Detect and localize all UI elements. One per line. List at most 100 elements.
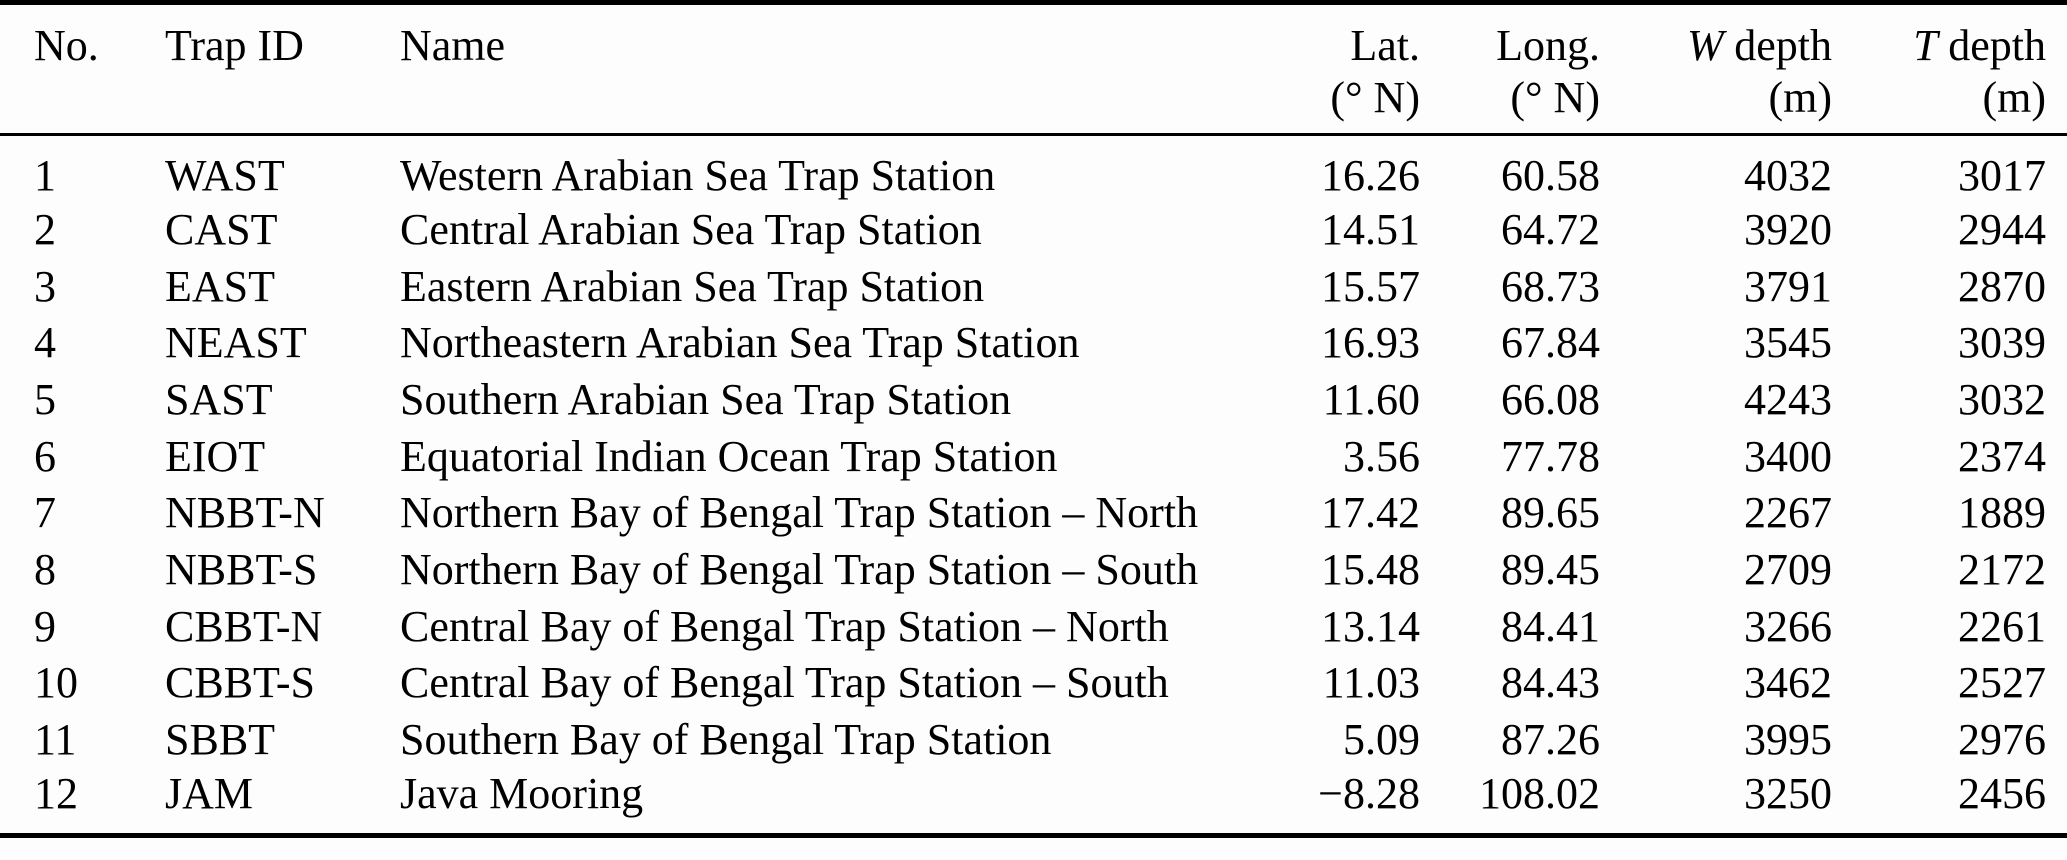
cell-long: 68.73 — [1501, 261, 1600, 311]
cell-no: 7 — [34, 488, 56, 538]
cell-t-depth: 3032 — [1958, 374, 2046, 424]
cell-lat: 13.14 — [1321, 601, 1420, 651]
cell-no: 12 — [34, 768, 78, 818]
cell-no: 2 — [34, 204, 56, 254]
cell-w-depth: 3266 — [1744, 601, 1832, 651]
cell-no: 11 — [34, 715, 77, 765]
cell-w-depth: 3400 — [1744, 431, 1832, 481]
cell-name: Northeastern Arabian Sea Trap Station — [400, 318, 1080, 368]
cell-lat: 11.03 — [1322, 658, 1420, 708]
cell-long: 89.45 — [1501, 544, 1600, 594]
header-row: No. Trap ID Name Lat. (° N) Long. (° N) — [0, 2, 2067, 136]
cell-name: Central Bay of Bengal Trap Station – Nor… — [400, 601, 1169, 651]
col-header-t-depth-unit: (m) — [1982, 73, 2046, 122]
cell-no: 4 — [34, 318, 56, 368]
cell-w-depth: 3545 — [1744, 318, 1832, 368]
cell-lat: 16.26 — [1321, 151, 1420, 200]
cell-t-depth: 2261 — [1958, 601, 2046, 651]
cell-name: Southern Arabian Sea Trap Station — [400, 374, 1012, 424]
cell-no: 1 — [34, 151, 56, 200]
cell-lat: 11.60 — [1322, 374, 1420, 424]
col-header-no: No. — [0, 2, 165, 136]
cell-name: Central Arabian Sea Trap Station — [400, 204, 982, 254]
table-row: 2 CAST Central Arabian Sea Trap Station … — [0, 201, 2067, 258]
col-header-trap-id: Trap ID — [165, 2, 400, 136]
cell-long: 77.78 — [1501, 431, 1600, 481]
cell-long: 108.02 — [1479, 768, 1600, 818]
cell-t-depth: 3039 — [1958, 318, 2046, 368]
cell-w-depth: 2709 — [1744, 544, 1832, 594]
table-row: 12 JAM Java Mooring −8.28 108.02 3250 24… — [0, 768, 2067, 836]
cell-w-depth: 3250 — [1744, 768, 1832, 818]
cell-long: 89.65 — [1501, 488, 1600, 538]
cell-name: Equatorial Indian Ocean Trap Station — [400, 431, 1058, 481]
table-row: 8 NBBT-S Northern Bay of Bengal Trap Sta… — [0, 541, 2067, 598]
cell-lat: 17.42 — [1321, 488, 1420, 538]
col-header-lat-label: Lat. — [1350, 21, 1420, 70]
cell-lat: 14.51 — [1321, 204, 1420, 254]
cell-trap-id: CAST — [165, 204, 278, 254]
cell-name: Northern Bay of Bengal Trap Station – No… — [400, 488, 1199, 538]
col-header-trap-id-label: Trap ID — [165, 21, 304, 70]
table-row: 10 CBBT-S Central Bay of Bengal Trap Sta… — [0, 655, 2067, 712]
cell-name: Central Bay of Bengal Trap Station – Sou… — [400, 658, 1169, 708]
cell-w-depth: 3995 — [1744, 715, 1832, 765]
cell-trap-id: NBBT-N — [165, 488, 325, 538]
cell-long: 60.58 — [1501, 151, 1600, 200]
cell-name: Eastern Arabian Sea Trap Station — [400, 261, 985, 311]
cell-long: 64.72 — [1501, 204, 1600, 254]
cell-trap-id: SAST — [165, 374, 273, 424]
t-depth-word: depth — [1948, 21, 2046, 70]
col-header-long-label: Long. — [1496, 21, 1600, 70]
cell-no: 6 — [34, 431, 56, 481]
cell-trap-id: EAST — [165, 261, 275, 311]
cell-t-depth: 2870 — [1958, 261, 2046, 311]
cell-lat: −8.28 — [1318, 768, 1420, 818]
cell-w-depth: 4243 — [1744, 374, 1832, 424]
table-row: 1 WAST Western Arabian Sea Trap Station … — [0, 135, 2067, 202]
w-depth-word: depth — [1734, 21, 1832, 70]
cell-lat: 16.93 — [1321, 318, 1420, 368]
cell-trap-id: CBBT-N — [165, 601, 323, 651]
table-row: 6 EIOT Equatorial Indian Ocean Trap Stat… — [0, 428, 2067, 485]
cell-name: Java Mooring — [400, 768, 644, 818]
col-header-name: Name — [400, 2, 1190, 136]
cell-lat: 15.57 — [1321, 261, 1420, 311]
cell-no: 5 — [34, 374, 56, 424]
w-depth-symbol: W — [1687, 21, 1724, 70]
cell-w-depth: 3920 — [1744, 204, 1832, 254]
cell-w-depth: 3462 — [1744, 658, 1832, 708]
t-depth-symbol: T — [1913, 21, 1938, 70]
cell-t-depth: 2527 — [1958, 658, 2046, 708]
col-header-lat-unit: (° N) — [1330, 73, 1420, 122]
cell-no: 9 — [34, 601, 56, 651]
cell-t-depth: 2456 — [1958, 768, 2046, 818]
cell-t-depth: 2944 — [1958, 204, 2046, 254]
table-row: 11 SBBT Southern Bay of Bengal Trap Stat… — [0, 711, 2067, 768]
cell-trap-id: NBBT-S — [165, 544, 318, 594]
table-row: 5 SAST Southern Arabian Sea Trap Station… — [0, 371, 2067, 428]
col-header-lat: Lat. (° N) — [1190, 2, 1420, 136]
table-row: 9 CBBT-N Central Bay of Bengal Trap Stat… — [0, 598, 2067, 655]
cell-lat: 15.48 — [1321, 544, 1420, 594]
table-row: 7 NBBT-N Northern Bay of Bengal Trap Sta… — [0, 484, 2067, 541]
cell-long: 84.43 — [1501, 658, 1600, 708]
cell-w-depth: 3791 — [1744, 261, 1832, 311]
cell-t-depth: 2976 — [1958, 715, 2046, 765]
cell-long: 66.08 — [1501, 374, 1600, 424]
cell-name: Western Arabian Sea Trap Station — [400, 151, 996, 200]
trap-stations-table: No. Trap ID Name Lat. (° N) Long. (° N) — [0, 0, 2067, 838]
table-row: 4 NEAST Northeastern Arabian Sea Trap St… — [0, 314, 2067, 371]
cell-t-depth: 1889 — [1958, 488, 2046, 538]
cell-t-depth: 2172 — [1958, 544, 2046, 594]
cell-w-depth: 4032 — [1744, 151, 1832, 200]
cell-no: 3 — [34, 261, 56, 311]
cell-long: 87.26 — [1501, 715, 1600, 765]
cell-name: Northern Bay of Bengal Trap Station – So… — [400, 544, 1199, 594]
cell-w-depth: 2267 — [1744, 488, 1832, 538]
